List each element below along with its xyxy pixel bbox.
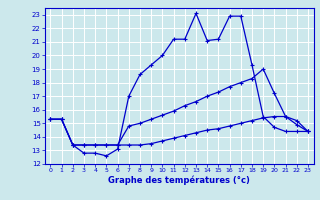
- X-axis label: Graphe des températures (°c): Graphe des températures (°c): [108, 176, 250, 185]
